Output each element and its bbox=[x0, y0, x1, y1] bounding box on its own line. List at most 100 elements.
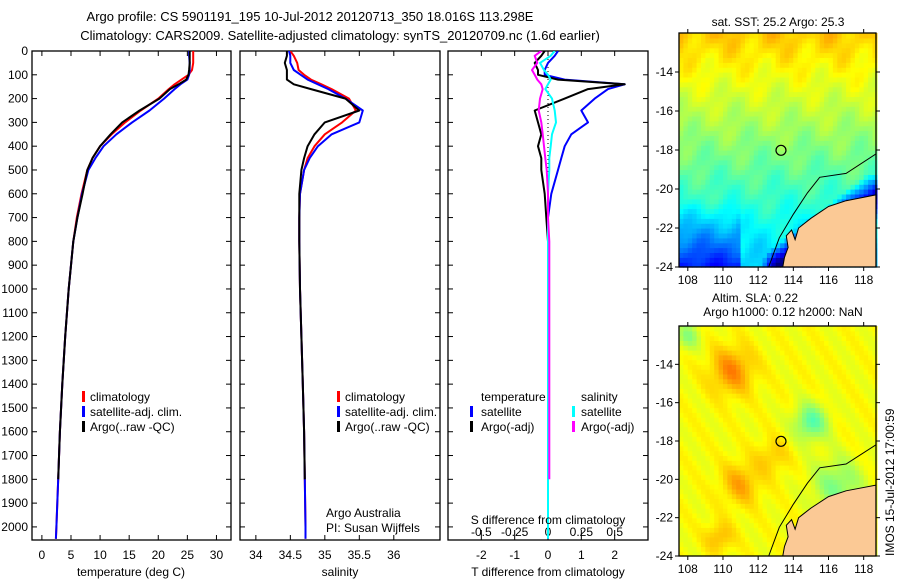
map-cell bbox=[705, 213, 711, 219]
map-cell bbox=[762, 488, 768, 495]
map-cell bbox=[780, 189, 786, 195]
map-cell bbox=[679, 546, 684, 552]
map-cell bbox=[679, 140, 684, 146]
map-cell bbox=[701, 388, 706, 394]
map-cell bbox=[793, 493, 799, 500]
map-cell bbox=[736, 512, 742, 519]
map-cell bbox=[854, 111, 860, 117]
map-cell bbox=[736, 388, 742, 394]
figure-title-line2: Climatology: CARS2009. Satellite-adjuste… bbox=[80, 28, 600, 43]
map-cell bbox=[850, 91, 856, 97]
map-cell bbox=[810, 345, 816, 351]
map-cell bbox=[762, 81, 768, 88]
map-cell bbox=[692, 512, 698, 519]
map-cell bbox=[727, 150, 733, 156]
map-cell bbox=[850, 125, 856, 132]
map-cell bbox=[863, 397, 869, 404]
map-cell bbox=[793, 223, 799, 229]
map-cell bbox=[841, 421, 847, 428]
map-cell bbox=[740, 42, 746, 49]
map-cell bbox=[727, 536, 733, 543]
map-cell bbox=[696, 247, 702, 253]
y-tick-label: 100 bbox=[8, 68, 28, 82]
map-cell bbox=[872, 383, 878, 389]
map-cell bbox=[815, 330, 821, 337]
map-cell bbox=[683, 536, 689, 543]
map-cell bbox=[731, 67, 737, 73]
map-cell bbox=[802, 81, 808, 88]
map-cell bbox=[701, 479, 706, 485]
map-cell bbox=[828, 47, 834, 54]
map-cell bbox=[687, 508, 693, 514]
map-cell bbox=[837, 120, 843, 127]
map-cell bbox=[696, 218, 702, 224]
map-cell bbox=[788, 455, 794, 461]
map-cell bbox=[832, 145, 838, 151]
map-cell bbox=[815, 373, 821, 380]
map-cell bbox=[714, 228, 720, 234]
map-cell bbox=[771, 364, 777, 370]
map-cell bbox=[683, 541, 689, 547]
map-cell bbox=[679, 397, 684, 404]
map-cell bbox=[863, 474, 869, 480]
map-cell bbox=[714, 536, 720, 543]
map-cell bbox=[709, 445, 715, 452]
map-cell bbox=[841, 465, 847, 471]
map-cell bbox=[810, 57, 816, 63]
map-cell bbox=[736, 532, 742, 538]
map-cell bbox=[758, 445, 764, 452]
map-cell bbox=[683, 373, 689, 380]
map-cell bbox=[784, 508, 790, 514]
map-cell bbox=[736, 106, 742, 112]
map-cell bbox=[709, 67, 715, 73]
map-cell bbox=[753, 37, 759, 44]
map-cell bbox=[788, 469, 794, 476]
map-cell bbox=[687, 130, 693, 136]
x-tick-label: 108 bbox=[678, 562, 698, 576]
map-cell bbox=[815, 96, 821, 102]
map-cell bbox=[714, 130, 720, 136]
map-cell bbox=[745, 479, 750, 485]
map-cell bbox=[723, 111, 728, 117]
map-cell bbox=[868, 130, 874, 136]
map-cell bbox=[872, 436, 878, 442]
map-cell bbox=[731, 106, 737, 112]
map-cell bbox=[679, 111, 684, 117]
map-cell bbox=[872, 91, 878, 97]
legend-swatch-climatology bbox=[82, 391, 85, 402]
map-cell bbox=[736, 203, 742, 210]
map-cell bbox=[872, 460, 878, 466]
map-cell bbox=[780, 383, 786, 389]
map-cell bbox=[771, 517, 777, 524]
map-cell bbox=[837, 135, 843, 141]
map-cell bbox=[819, 120, 825, 127]
map-cell bbox=[683, 67, 689, 73]
map-cell bbox=[828, 76, 834, 83]
map-cell bbox=[740, 169, 746, 175]
map-cell bbox=[762, 252, 768, 258]
series-line-argo-raw-qc- bbox=[283, 51, 361, 480]
map-cell bbox=[837, 37, 843, 44]
map-cell bbox=[806, 130, 812, 136]
map-cell bbox=[780, 72, 786, 78]
map-cell bbox=[731, 208, 737, 214]
map-cell bbox=[709, 130, 715, 136]
map-cell bbox=[740, 223, 746, 229]
map-cell bbox=[714, 101, 720, 107]
map-cell bbox=[824, 445, 830, 452]
map-cell bbox=[723, 262, 728, 268]
map-cell bbox=[863, 101, 869, 107]
map-cell bbox=[788, 369, 794, 375]
map-cell bbox=[709, 378, 715, 385]
map-cell bbox=[687, 546, 693, 552]
map-cell bbox=[841, 189, 847, 195]
map-cell bbox=[758, 91, 764, 97]
map-cell bbox=[780, 67, 786, 73]
map-cell bbox=[749, 340, 755, 346]
map-cell bbox=[749, 76, 755, 83]
map-cell bbox=[679, 62, 684, 68]
map-cell bbox=[714, 364, 720, 370]
map-cell bbox=[793, 52, 799, 58]
map-cell bbox=[868, 37, 874, 44]
map-cell bbox=[859, 135, 865, 141]
